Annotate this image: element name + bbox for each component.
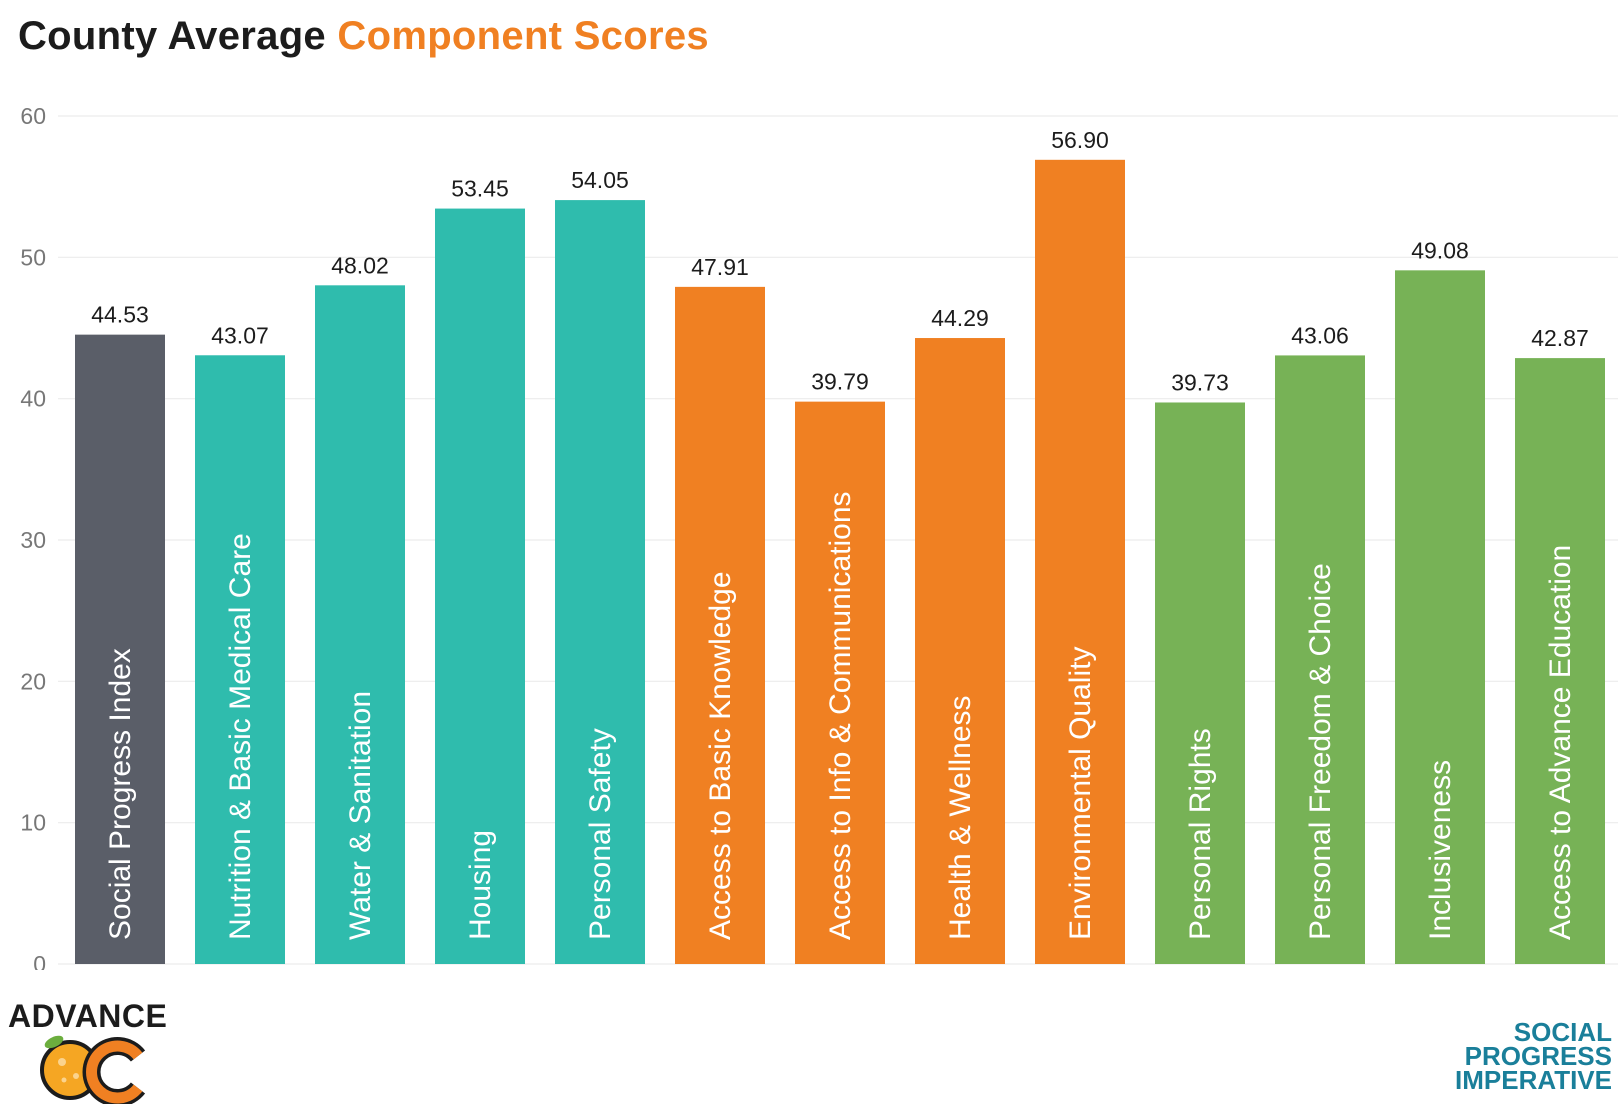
bar: [915, 338, 1005, 964]
y-tick-label: 30: [20, 527, 46, 553]
data-label: 49.08: [1411, 237, 1469, 263]
y-tick-label: 50: [20, 244, 46, 270]
data-label: 47.91: [691, 254, 749, 280]
category-label: Water & Sanitation: [344, 691, 377, 940]
bar-chart: 0 10 20 30 40 50 60 44.53 Social Progress Index 4…: [20, 103, 1618, 970]
bar: [195, 355, 285, 964]
bar: [1515, 358, 1605, 964]
category-label: Housing: [464, 830, 497, 940]
data-label: 56.90: [1051, 127, 1109, 153]
bar: [1155, 402, 1245, 964]
title-part1: County Average: [18, 14, 326, 58]
data-label: 39.79: [811, 369, 869, 395]
bar: [435, 208, 525, 964]
bar: [315, 285, 405, 964]
category-label: Personal Rights: [1184, 728, 1217, 940]
bar: [795, 401, 885, 965]
data-label: 44.53: [91, 302, 149, 328]
chart-title: County Average Component Scores: [18, 14, 709, 59]
logo-line-3: IMPERATIVE: [1455, 1065, 1612, 1095]
data-label: 43.07: [211, 322, 269, 348]
category-label: Access to Info & Communications: [824, 491, 857, 940]
logo-line-1: SOCIAL: [1513, 1017, 1612, 1047]
category-label: Health & Wellness: [944, 695, 977, 940]
data-label: 53.45: [451, 176, 509, 202]
y-tick-label: 0: [33, 951, 46, 970]
bar: [1035, 159, 1125, 964]
category-label: Environmental Quality: [1064, 647, 1097, 940]
data-label: 42.87: [1531, 325, 1589, 351]
bar: [675, 286, 765, 964]
category-label: Personal Safety: [584, 728, 617, 940]
category-label: Nutrition & Basic Medical Care: [224, 533, 257, 940]
category-label: Access to Basic Knowledge: [704, 571, 737, 940]
category-label: Inclusiveness: [1424, 760, 1457, 940]
y-tick-label: 40: [20, 386, 46, 412]
bar: [75, 334, 165, 964]
data-label: 48.02: [331, 252, 389, 278]
logo-line-2: PROGRESS: [1464, 1041, 1612, 1071]
category-label: Access to Advance Education: [1544, 545, 1577, 940]
category-label: Social Progress Index: [104, 648, 137, 940]
y-tick-label: 60: [20, 103, 46, 129]
data-label: 44.29: [931, 305, 989, 331]
social-progress-imperative-logo: SOCIAL PROGRESS IMPERATIVE: [1455, 1017, 1612, 1095]
data-label: 39.73: [1171, 369, 1229, 395]
bar: [1275, 355, 1365, 964]
category-label: Personal Freedom & Choice: [1304, 563, 1337, 940]
y-tick-label: 20: [20, 668, 46, 694]
bar: [1395, 270, 1485, 964]
bar: [555, 200, 645, 965]
data-label: 54.05: [571, 167, 629, 193]
y-tick-label: 10: [20, 810, 46, 836]
advance-oc-logo: ADVANCE: [8, 998, 178, 1104]
data-label: 43.06: [1291, 322, 1349, 348]
title-part2: Component Scores: [337, 14, 709, 58]
